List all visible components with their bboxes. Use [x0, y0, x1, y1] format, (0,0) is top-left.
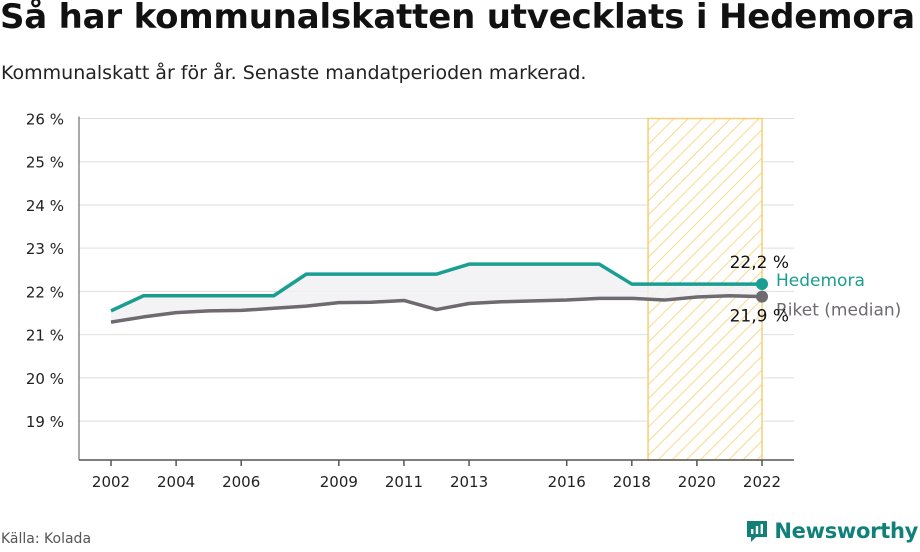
- hedemora-label: Hedemora: [776, 271, 865, 291]
- y-tick-label: 21 %: [26, 327, 64, 345]
- chart-title: Så har kommunalskatten utvecklats i Hede…: [0, 0, 915, 37]
- riket-end-point: [756, 290, 768, 303]
- riket-value-label: 21,9 %: [730, 307, 789, 327]
- x-tick-label: 2004: [157, 473, 195, 491]
- x-tick-label: 2018: [613, 473, 651, 491]
- y-tick-label: 23 %: [26, 240, 64, 258]
- chat-chart-icon: [747, 521, 768, 542]
- chart-subtitle: Kommunalskatt år för år. Senaste mandatp…: [1, 62, 587, 84]
- y-tick-label: 26 %: [26, 111, 64, 129]
- axes: 19 % 20 % 21 % 22 % 23 % 24 % 25 % 26 % 2002 2004…: [26, 111, 794, 491]
- y-tick-label: 24 %: [26, 197, 64, 215]
- x-tick-label: 2002: [92, 473, 130, 491]
- hedemora-value-label: 22,2 %: [730, 253, 789, 273]
- x-tick-label: 2009: [320, 473, 358, 491]
- y-tick-label: 22 %: [26, 283, 64, 301]
- riket-label: Riket (median): [776, 301, 901, 321]
- source-note: Källa: Kolada: [1, 531, 92, 547]
- riket-line: [110, 293, 763, 324]
- x-tick-label: 2016: [548, 473, 586, 491]
- brand-name: Newsworthy: [774, 519, 918, 543]
- y-tick-label: 19 %: [26, 413, 64, 431]
- x-tick-label: 2020: [678, 473, 716, 491]
- newsworthy-logo: Newsworthy: [745, 519, 918, 543]
- hedemora-line: [110, 262, 762, 313]
- x-tick-label: 2011: [385, 473, 423, 491]
- hedemora-end-point: [756, 278, 768, 291]
- x-tick-label: 2022: [743, 473, 781, 491]
- y-tick-label: 25 %: [26, 154, 64, 172]
- x-tick-label: 2006: [222, 473, 260, 491]
- y-tick-label: 20 %: [26, 370, 64, 388]
- series-lines: [110, 262, 768, 324]
- x-tick-label: 2013: [450, 473, 488, 491]
